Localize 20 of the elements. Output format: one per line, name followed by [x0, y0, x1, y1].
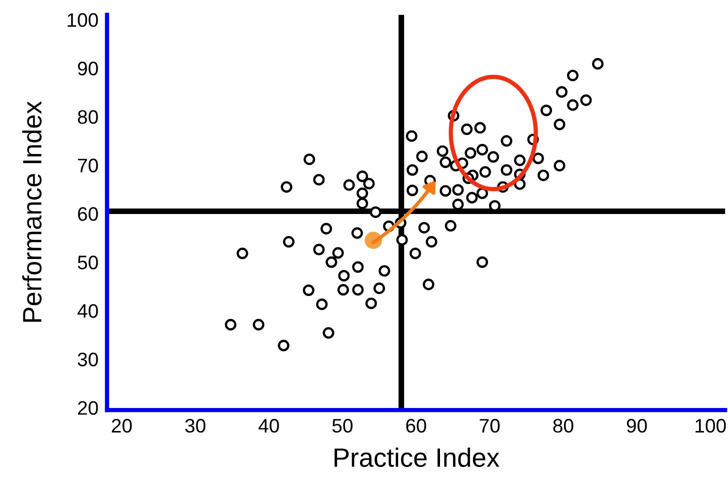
y-tick-label: 90: [78, 62, 98, 76]
y-tick-label: 70: [78, 158, 98, 172]
x-tick-label: 40: [258, 418, 279, 433]
x-axis-title: Practice Index: [334, 448, 500, 467]
y-tick-label: 100: [68, 13, 98, 27]
x-tick-label: 70: [480, 418, 500, 433]
y-tick-label: 20: [78, 401, 98, 415]
y-tick-label: 40: [78, 304, 98, 318]
x-tick-label: 100: [696, 418, 726, 433]
y-tick-label: 30: [78, 352, 98, 366]
x-tick-label: 80: [553, 418, 574, 433]
x-tick-label: 90: [626, 418, 647, 433]
y-tick-label: 80: [78, 110, 98, 124]
x-tick-label: 50: [332, 418, 353, 433]
x-tick-label: 60: [406, 418, 426, 433]
y-tick-label: 60: [78, 207, 98, 221]
x-tick-label: 20: [112, 418, 132, 433]
y-tick-label: 50: [78, 256, 98, 270]
y-axis-title: Performance Index: [22, 101, 42, 322]
x-tick-label: 30: [185, 418, 206, 433]
